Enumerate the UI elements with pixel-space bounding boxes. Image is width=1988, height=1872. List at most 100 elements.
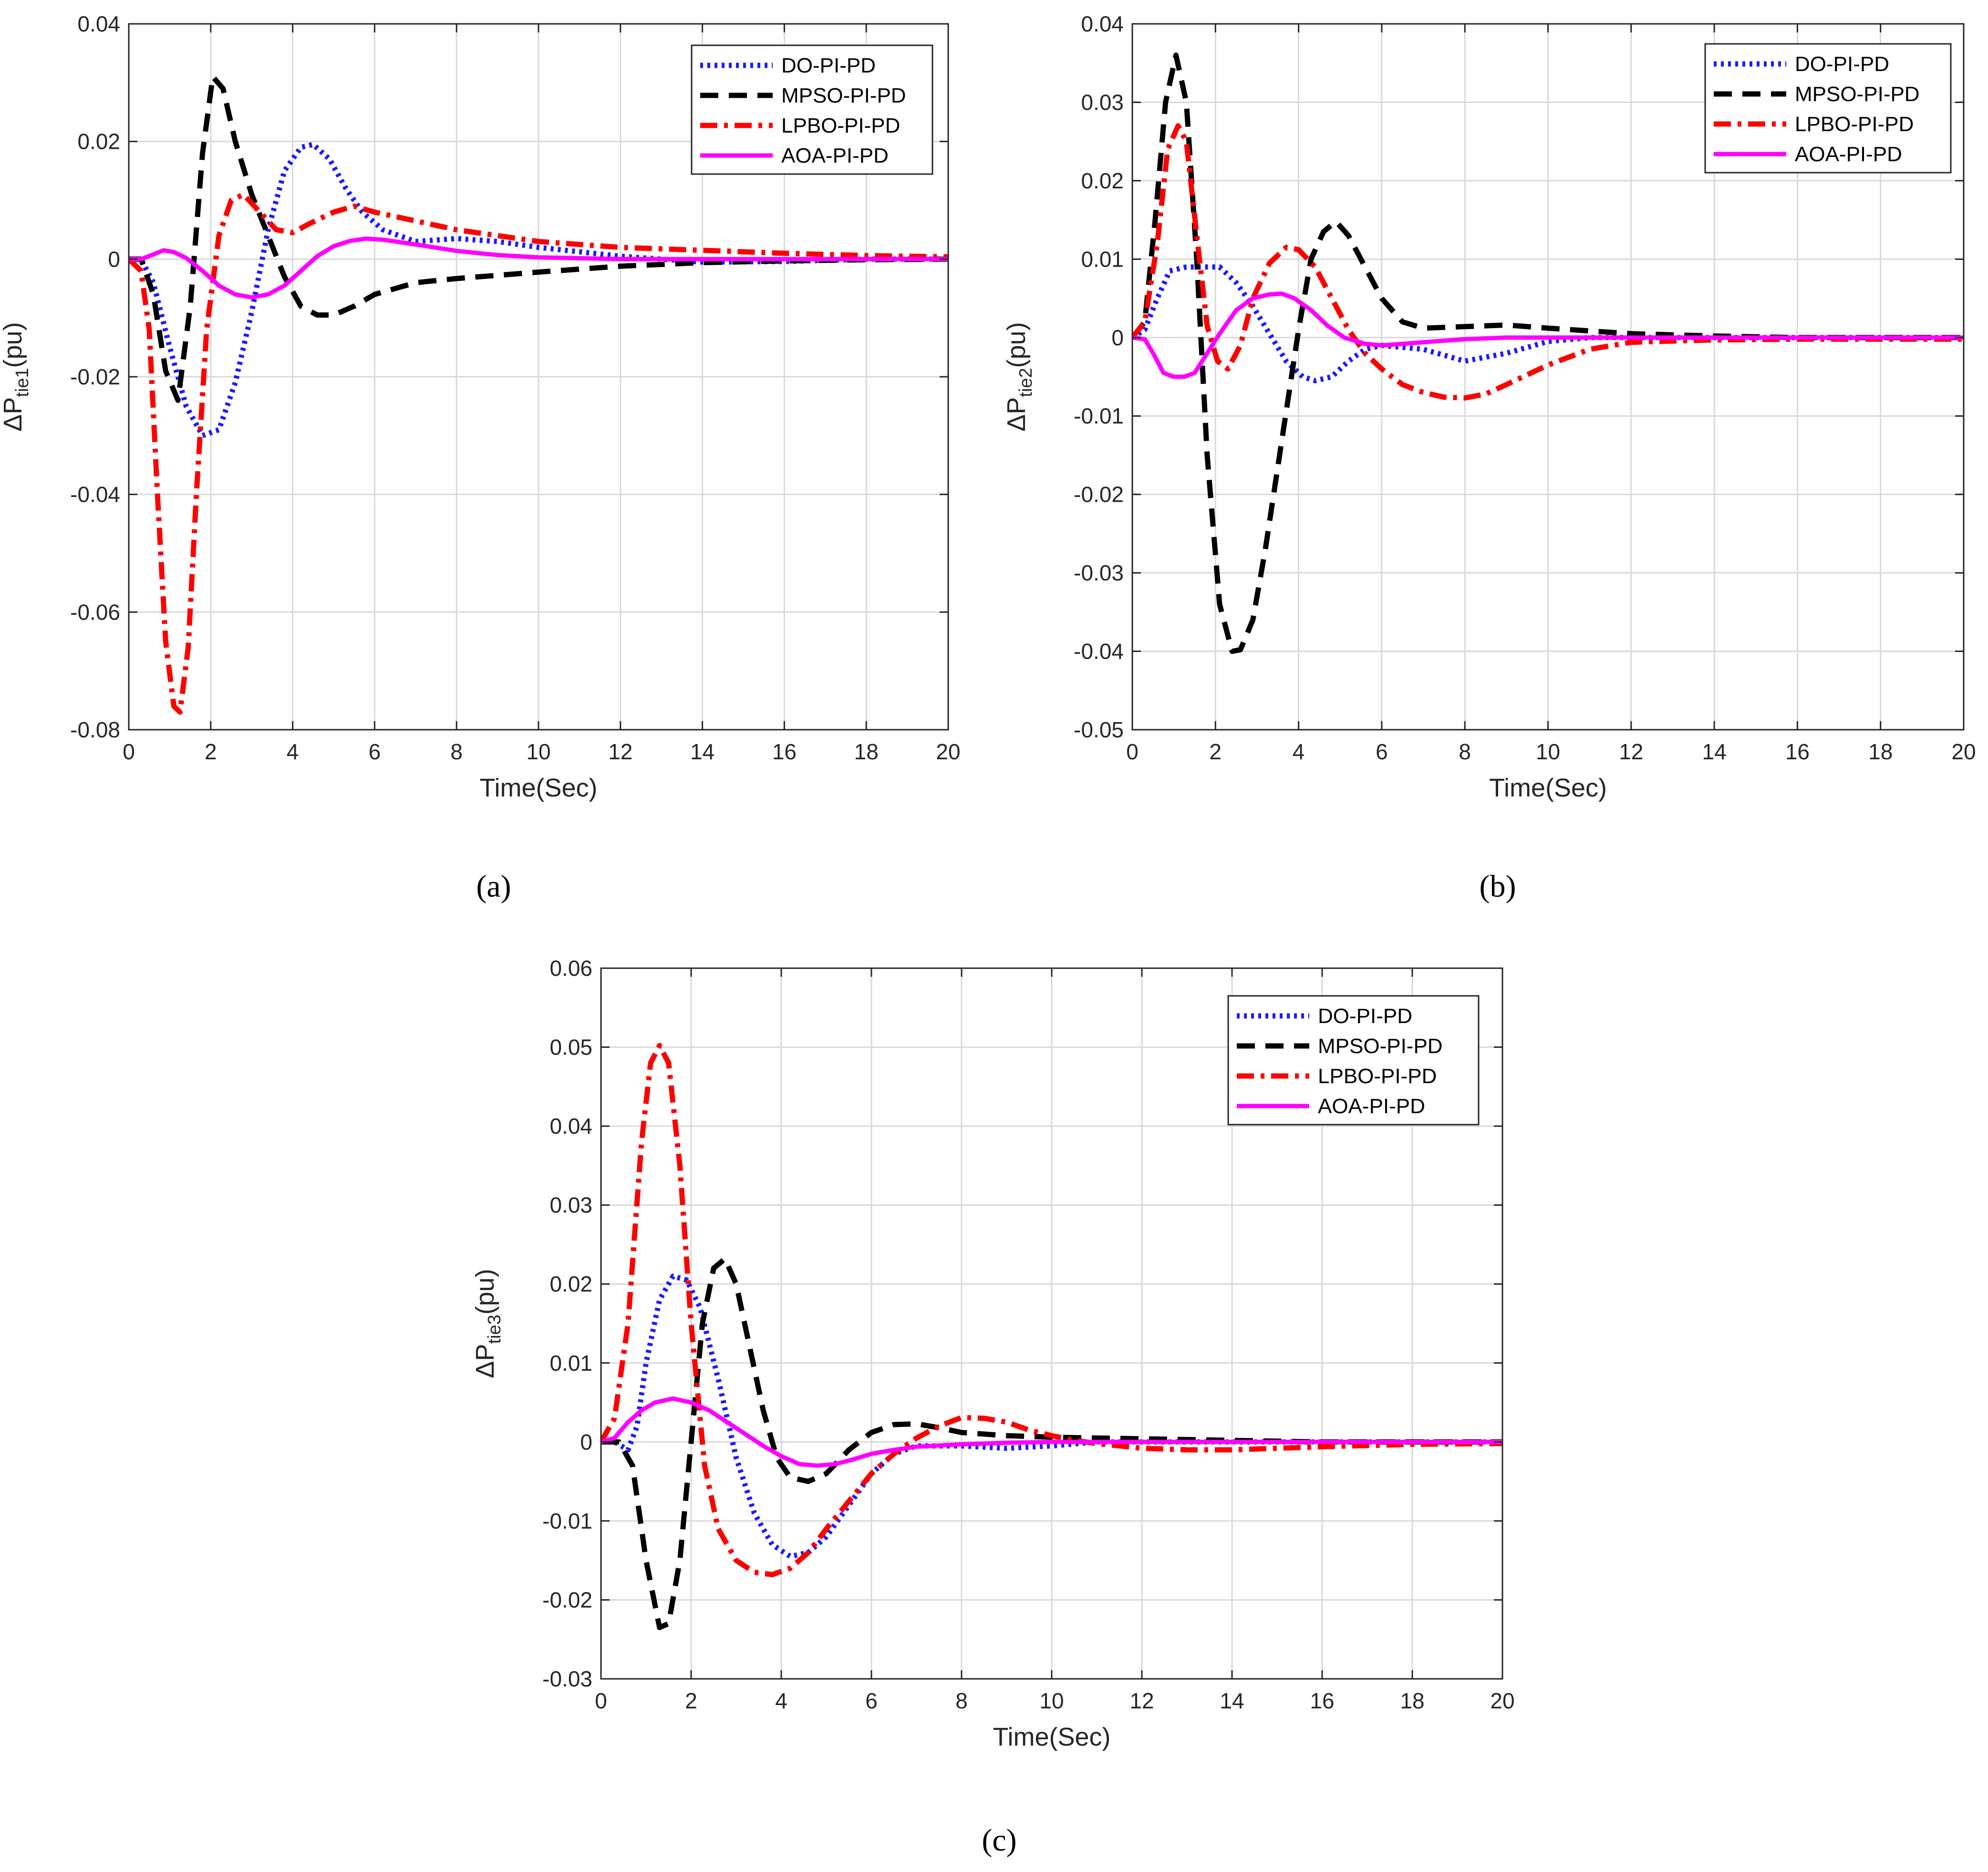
x-tick-label: 4 bbox=[1293, 739, 1305, 764]
y-axis-label-subscript: tie3 bbox=[485, 1314, 505, 1344]
x-tick-label: 16 bbox=[772, 739, 797, 764]
legend-box bbox=[691, 44, 933, 175]
x-tick-label: 18 bbox=[1868, 739, 1893, 764]
y-tick-label: -0.02 bbox=[70, 364, 120, 389]
series-line-aoa-pi-pd bbox=[1132, 291, 1964, 379]
legend-box bbox=[1227, 995, 1480, 1126]
series-line-lpbo-pi-pd bbox=[129, 192, 948, 715]
x-tick-label: 2 bbox=[1210, 739, 1222, 764]
y-tick-label: 0.02 bbox=[1081, 168, 1124, 193]
x-tick-label: 0 bbox=[1126, 739, 1139, 764]
x-tick-label: 12 bbox=[1619, 739, 1643, 764]
x-tick-label: 0 bbox=[123, 739, 135, 764]
y-axis-label: ΔPtie1(pu) bbox=[0, 322, 32, 431]
x-tick-label: 2 bbox=[685, 1688, 697, 1713]
series-line-mpso-pi-pd bbox=[129, 74, 948, 403]
y-axis-label-main: ΔP bbox=[471, 1344, 499, 1378]
y-tick-label: 0.03 bbox=[549, 1193, 592, 1218]
x-axis-label: Time(Sec) bbox=[1489, 774, 1607, 802]
legend-label-mpso-pi-pd: MPSO-PI-PD bbox=[1318, 1034, 1443, 1058]
y-tick-label: -0.06 bbox=[70, 600, 120, 624]
x-tick-label: 20 bbox=[936, 739, 960, 764]
legend-label-aoa-pi-pd: AOA-PI-PD bbox=[781, 144, 889, 167]
legend-label-lpbo-pi-pd: LPBO-PI-PD bbox=[781, 114, 900, 137]
y-tick-label: -0.01 bbox=[542, 1509, 592, 1533]
x-axis-label: Time(Sec) bbox=[993, 1723, 1110, 1751]
series-line-aoa-pi-pd bbox=[601, 1396, 1502, 1468]
legend-label-do-pi-pd: DO-PI-PD bbox=[781, 54, 876, 77]
legend-label-do-pi-pd: DO-PI-PD bbox=[1318, 1004, 1412, 1028]
x-tick-label: 12 bbox=[608, 739, 632, 764]
x-tick-label: 16 bbox=[1785, 739, 1810, 764]
legend-label-mpso-pi-pd: MPSO-PI-PD bbox=[1795, 83, 1920, 106]
x-tick-label: 10 bbox=[526, 739, 550, 764]
y-tick-label: 0 bbox=[1111, 325, 1124, 350]
y-tick-label: 0.03 bbox=[1081, 90, 1124, 114]
legend-label-aoa-pi-pd: AOA-PI-PD bbox=[1318, 1095, 1425, 1118]
y-axis-label-main: ΔP bbox=[0, 397, 27, 432]
y-tick-label: -0.04 bbox=[1074, 639, 1124, 664]
y-axis-label-subscript: tie2 bbox=[1016, 368, 1036, 397]
legend-box bbox=[1704, 43, 1952, 174]
x-tick-label: 18 bbox=[854, 739, 879, 764]
x-tick-label: 14 bbox=[690, 739, 714, 764]
y-tick-label: 0.04 bbox=[1081, 11, 1124, 36]
x-tick-label: 2 bbox=[205, 739, 217, 764]
chart-panel-3: 0 2 4 6 8 10 12 14 16 18 20 -0.03 -0.02 -0.01 0 0.01 0.0… bbox=[471, 956, 1515, 1858]
chart-panel-1: 0 2 4 6 8 10 12 14 16 18 20 -0.08 -0.06 -0.04 -0.02 0 0.… bbox=[0, 11, 961, 904]
series-line-aoa-pi-pd bbox=[129, 236, 948, 300]
y-axis-label-subscript: tie1 bbox=[12, 368, 32, 397]
series-line-lpbo-pi-pd bbox=[601, 1043, 1502, 1577]
panel-label: (b) bbox=[1480, 869, 1516, 904]
x-tick-label: 6 bbox=[1376, 739, 1388, 764]
x-tick-label: 12 bbox=[1129, 1688, 1154, 1713]
legend: DO-PI-PD MPSO-PI-PD LPBO-PI-PD AOA-PI-PD bbox=[691, 44, 933, 175]
x-tick-label: 20 bbox=[1490, 1688, 1514, 1713]
y-tick-label: -0.05 bbox=[1074, 717, 1124, 742]
x-tick-label: 14 bbox=[1702, 739, 1727, 764]
y-tick-label: 0.02 bbox=[77, 129, 120, 154]
legend-label-lpbo-pi-pd: LPBO-PI-PD bbox=[1795, 113, 1914, 136]
y-tick-label: -0.04 bbox=[70, 482, 120, 507]
y-tick-label: -0.01 bbox=[1074, 403, 1124, 428]
y-tick-label: 0.04 bbox=[549, 1114, 592, 1138]
legend-label-do-pi-pd: DO-PI-PD bbox=[1795, 52, 1889, 76]
panel-label: (c) bbox=[982, 1823, 1016, 1858]
x-tick-label: 16 bbox=[1310, 1688, 1334, 1713]
series-group bbox=[129, 74, 948, 715]
y-tick-label: 0.02 bbox=[549, 1272, 592, 1296]
legend-label-lpbo-pi-pd: LPBO-PI-PD bbox=[1318, 1065, 1437, 1088]
y-tick-label: -0.03 bbox=[1074, 560, 1124, 585]
legend: DO-PI-PD MPSO-PI-PD LPBO-PI-PD AOA-PI-PD bbox=[1227, 995, 1480, 1126]
x-tick-label: 20 bbox=[1951, 739, 1976, 764]
y-axis-label-unit: (pu) bbox=[471, 1269, 499, 1314]
x-tick-label: 10 bbox=[1536, 739, 1560, 764]
series-line-do-pi-pd bbox=[129, 142, 948, 438]
y-axis-label: ΔPtie3(pu) bbox=[471, 1269, 505, 1378]
y-tick-label: 0.01 bbox=[549, 1351, 592, 1376]
y-axis-label-unit: (pu) bbox=[0, 322, 27, 368]
x-tick-label: 8 bbox=[450, 739, 463, 764]
legend: DO-PI-PD MPSO-PI-PD LPBO-PI-PD AOA-PI-PD bbox=[1704, 43, 1952, 174]
y-axis-label: ΔPtie2(pu) bbox=[1002, 322, 1036, 431]
panel-label: (a) bbox=[476, 869, 511, 904]
x-tick-label: 10 bbox=[1039, 1688, 1064, 1713]
y-tick-label: 0.06 bbox=[549, 956, 592, 981]
y-tick-label: -0.08 bbox=[70, 717, 120, 742]
x-tick-label: 6 bbox=[865, 1688, 878, 1713]
chart-panel-2: 0 2 4 6 8 10 12 14 16 18 20 -0.05 -0.04 -0.03 -0.02 -0.… bbox=[1002, 11, 1976, 904]
series-line-do-pi-pd bbox=[1132, 264, 1964, 383]
x-tick-label: 4 bbox=[287, 739, 299, 764]
x-tick-label: 0 bbox=[595, 1688, 607, 1713]
y-tick-label: 0 bbox=[580, 1429, 592, 1454]
x-tick-label: 6 bbox=[369, 739, 381, 764]
legend-label-mpso-pi-pd: MPSO-PI-PD bbox=[781, 84, 906, 107]
legend-label-aoa-pi-pd: AOA-PI-PD bbox=[1795, 143, 1902, 166]
x-tick-label: 14 bbox=[1220, 1688, 1244, 1713]
y-tick-label: 0.04 bbox=[77, 11, 120, 36]
y-tick-label: -0.03 bbox=[542, 1666, 592, 1691]
x-tick-label: 18 bbox=[1400, 1688, 1424, 1713]
y-axis-label-unit: (pu) bbox=[1002, 322, 1031, 368]
